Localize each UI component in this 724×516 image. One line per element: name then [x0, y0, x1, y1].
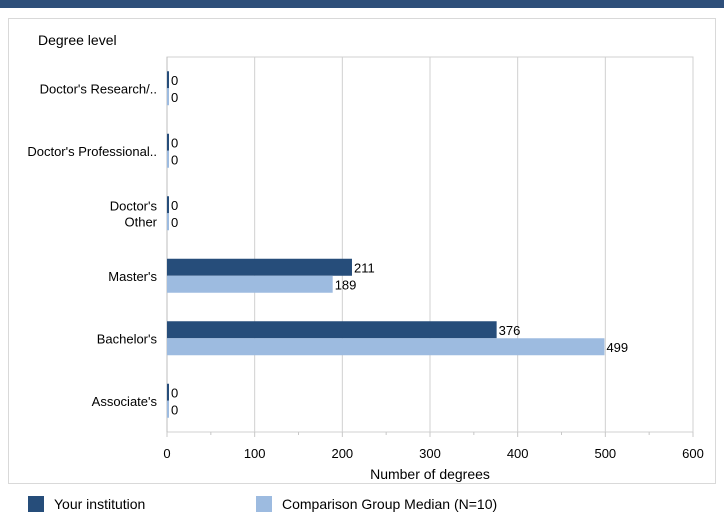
- legend-item-comparison-median: Comparison Group Median (N=10): [256, 496, 497, 512]
- bar-master-s-comparison-group-median-n-10: [167, 275, 333, 293]
- legend-swatch-comparison-median: [256, 496, 272, 512]
- legend: Your institution Comparison Group Median…: [0, 490, 724, 516]
- data-label-associate-s-comparison-group-median-n-10: 0: [171, 402, 178, 417]
- x-tick-label: 600: [682, 446, 704, 461]
- bar-doctor-s-research-comparison-group-median-n-10: [167, 88, 169, 106]
- bar-master-s-your-institution: [167, 258, 352, 276]
- bar-doctor-s-professional-comparison-group-median-n-10: [167, 150, 169, 168]
- data-label-master-s-comparison-group-median-n-10: 189: [335, 277, 357, 292]
- data-label-master-s-your-institution: 211: [354, 260, 375, 275]
- data-label-doctor-s-other-comparison-group-median-n-10: 0: [171, 215, 178, 230]
- legend-swatch-your-institution: [28, 496, 44, 512]
- bar-doctor-s-other-your-institution: [167, 196, 169, 214]
- legend-item-your-institution: Your institution: [28, 496, 145, 512]
- data-label-associate-s-your-institution: 0: [171, 385, 178, 400]
- chart-frame: [8, 18, 716, 484]
- data-label-doctor-s-professional-your-institution: 0: [171, 135, 178, 150]
- data-label-doctor-s-research-your-institution: 0: [171, 73, 178, 88]
- data-label-bachelor-s-your-institution: 376: [499, 323, 521, 338]
- category-label-master-s: Master's: [108, 269, 157, 284]
- data-label-bachelor-s-comparison-group-median-n-10: 499: [606, 340, 628, 355]
- bar-doctor-s-research-your-institution: [167, 71, 169, 89]
- bar-doctor-s-other-comparison-group-median-n-10: [167, 213, 169, 231]
- x-tick-label: 100: [244, 446, 266, 461]
- legend-label-comparison-median: Comparison Group Median (N=10): [282, 496, 498, 512]
- x-axis-title: Number of degrees: [370, 466, 490, 482]
- category-label-doctor-s-professional: Doctor's Professional..: [27, 144, 157, 159]
- x-tick-label: 500: [594, 446, 616, 461]
- x-tick-label: 300: [419, 446, 441, 461]
- data-label-doctor-s-other-your-institution: 0: [171, 198, 178, 213]
- category-label-doctor-s-other: Doctor's Other: [110, 198, 158, 229]
- bar-bachelor-s-your-institution: [167, 321, 497, 339]
- category-label-bachelor-s: Bachelor's: [97, 331, 158, 346]
- x-tick-label: 0: [163, 446, 170, 461]
- data-label-doctor-s-professional-comparison-group-median-n-10: 0: [171, 152, 178, 167]
- legend-label-your-institution: Your institution: [54, 496, 146, 512]
- category-label-doctor-s-research: Doctor's Research/..: [40, 81, 157, 96]
- bar-doctor-s-professional-your-institution: [167, 133, 169, 151]
- bar-chart: Degree level 0 0 0 0 0 0 211 189 376 499 0 0 Doctor…: [27, 32, 704, 482]
- y-axis-title: Degree level: [38, 32, 117, 48]
- top-rule: [0, 0, 724, 8]
- category-label-associate-s: Associate's: [92, 394, 158, 409]
- x-tick-label: 200: [331, 446, 353, 461]
- bar-bachelor-s-comparison-group-median-n-10: [167, 338, 605, 356]
- bar-associate-s-comparison-group-median-n-10: [167, 400, 169, 418]
- bar-associate-s-your-institution: [167, 383, 169, 401]
- data-label-doctor-s-research-comparison-group-median-n-10: 0: [171, 90, 178, 105]
- x-tick-label: 400: [507, 446, 529, 461]
